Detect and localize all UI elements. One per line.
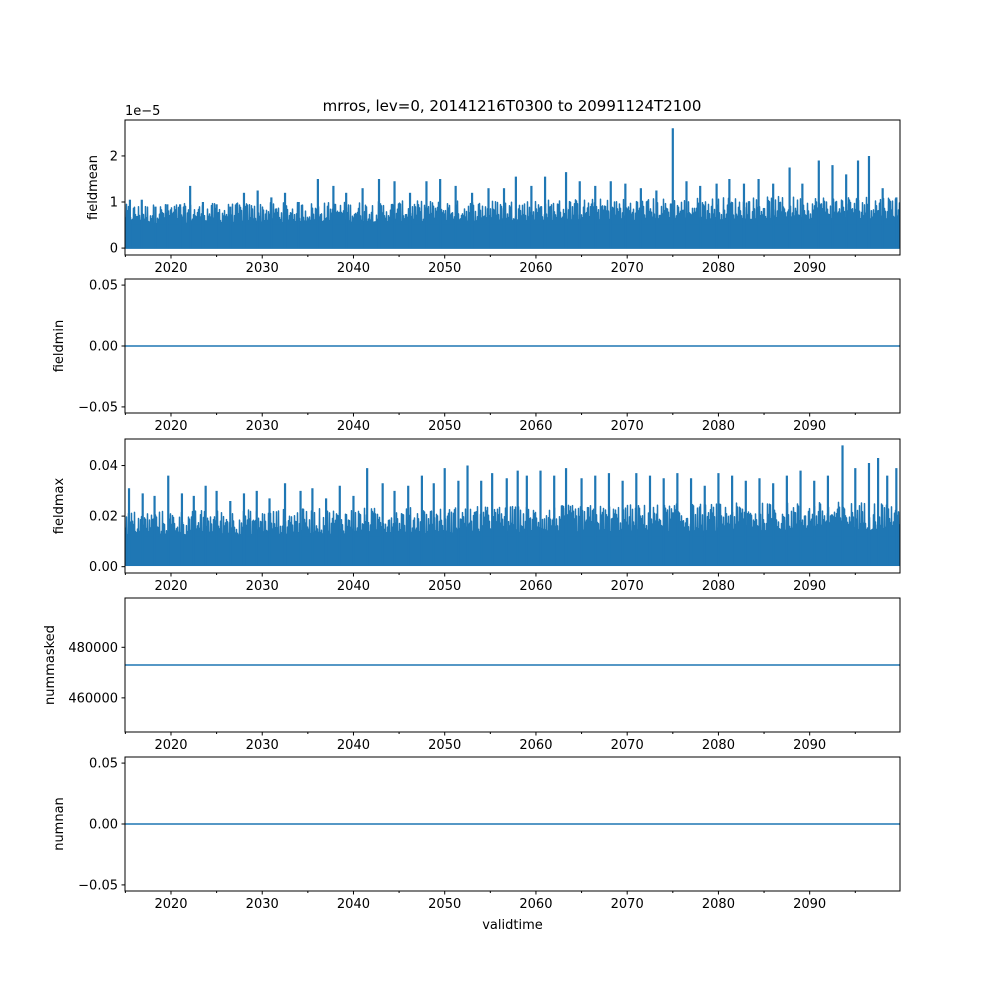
x-tick-label: 2080 bbox=[702, 579, 735, 594]
y-tick-label: 2 bbox=[110, 149, 118, 164]
x-tick-label: 2040 bbox=[337, 261, 370, 276]
x-tick-label: 2030 bbox=[246, 579, 279, 594]
x-tick-label: 2050 bbox=[428, 738, 461, 753]
y-tick-label: 0.04 bbox=[89, 459, 118, 474]
panel-nummasked: 2020 2030 2040 2050 2060 2070 2080 2090 460000 48… bbox=[43, 597, 901, 753]
panel-fieldmean: 2020 2030 2040 2050 2060 2070 2080 2090 0 1 2 field… bbox=[86, 104, 901, 276]
x-tick-label: 2020 bbox=[154, 579, 187, 594]
x-tick-label: 2050 bbox=[428, 579, 461, 594]
panels: 2020 2030 2040 2050 2060 2070 2080 2090 0 1 2 field… bbox=[43, 104, 901, 933]
figure-title: mrros, lev=0, 20141216T0300 to 20991124T… bbox=[323, 97, 702, 115]
x-tick-label: 2090 bbox=[793, 579, 826, 594]
x-tick-label: 2020 bbox=[154, 738, 187, 753]
x-tick-label: 2080 bbox=[702, 897, 735, 912]
x-tick-label: 2070 bbox=[611, 419, 644, 434]
axes-frame bbox=[124, 119, 901, 256]
y-axis-label: fieldmin bbox=[52, 320, 67, 373]
y-axis-label: fieldmean bbox=[86, 155, 101, 220]
panel-fieldmin: 2020 2030 2040 2050 2060 2070 2080 2090 −0.05 0.0… bbox=[52, 278, 901, 434]
y-tick-label: 0.02 bbox=[89, 510, 118, 525]
x-tick-label: 2060 bbox=[519, 261, 552, 276]
x-tick-label: 2040 bbox=[337, 897, 370, 912]
x-tick-label: 2090 bbox=[793, 897, 826, 912]
x-tick-label: 2040 bbox=[337, 579, 370, 594]
x-tick-label: 2060 bbox=[519, 897, 552, 912]
x-tick-label: 2030 bbox=[246, 261, 279, 276]
y-tick-label: 0.00 bbox=[89, 560, 118, 575]
x-tick-label: 2060 bbox=[519, 419, 552, 434]
x-tick-label: 2040 bbox=[337, 738, 370, 753]
x-tick-label: 2040 bbox=[337, 419, 370, 434]
y-tick-label: −0.05 bbox=[78, 878, 118, 893]
x-tick-label: 2080 bbox=[702, 261, 735, 276]
x-tick-label: 2020 bbox=[154, 261, 187, 276]
x-tick-label: 2030 bbox=[246, 738, 279, 753]
x-tick-label: 2020 bbox=[154, 897, 187, 912]
x-tick-label: 2090 bbox=[793, 261, 826, 276]
y-tick-label: 480000 bbox=[68, 641, 118, 656]
y-tick-label: 0 bbox=[110, 242, 118, 257]
y-tick-label: 0.05 bbox=[89, 757, 118, 772]
plot-area bbox=[125, 445, 900, 567]
x-tick-label: 2070 bbox=[611, 897, 644, 912]
y-axis-label: numnan bbox=[52, 797, 67, 851]
x-tick-label: 2050 bbox=[428, 419, 461, 434]
y-tick-label: 460000 bbox=[68, 691, 118, 706]
x-tick-label: 2070 bbox=[611, 579, 644, 594]
x-tick-label: 2020 bbox=[154, 419, 187, 434]
x-tick-label: 2090 bbox=[793, 419, 826, 434]
x-tick-label: 2070 bbox=[611, 738, 644, 753]
panel-numnan: 2020 2030 2040 2050 2060 2070 2080 2090 −0.05 0.0… bbox=[52, 756, 901, 933]
panel-fieldmax: 2020 2030 2040 2050 2060 2070 2080 2090 0.00 0.02… bbox=[52, 438, 901, 594]
y-axis-label: nummasked bbox=[43, 625, 58, 705]
x-tick-label: 2070 bbox=[611, 261, 644, 276]
x-tick-label: 2030 bbox=[246, 419, 279, 434]
series-body bbox=[125, 224, 900, 249]
y-tick-label: 0.05 bbox=[89, 279, 118, 294]
x-tick-label: 2050 bbox=[428, 261, 461, 276]
x-tick-label: 2030 bbox=[246, 897, 279, 912]
axes-frame bbox=[124, 597, 901, 733]
x-axis-label: validtime bbox=[482, 918, 543, 933]
y-tick-label: 0.00 bbox=[89, 818, 118, 833]
plot-area bbox=[125, 128, 900, 249]
axes-frame bbox=[124, 438, 901, 574]
x-tick-label: 2080 bbox=[702, 738, 735, 753]
y-tick-label: 1 bbox=[110, 196, 118, 211]
y-tick-label: 0.00 bbox=[89, 340, 118, 355]
y-offset-text: 1e−5 bbox=[125, 104, 160, 119]
x-tick-label: 2090 bbox=[793, 738, 826, 753]
x-tick-label: 2060 bbox=[519, 579, 552, 594]
x-tick-label: 2080 bbox=[702, 419, 735, 434]
x-tick-label: 2060 bbox=[519, 738, 552, 753]
y-axis-label: fieldmax bbox=[52, 478, 67, 535]
x-tick-label: 2050 bbox=[428, 897, 461, 912]
y-tick-label: −0.05 bbox=[78, 400, 118, 415]
series-body bbox=[125, 536, 900, 566]
